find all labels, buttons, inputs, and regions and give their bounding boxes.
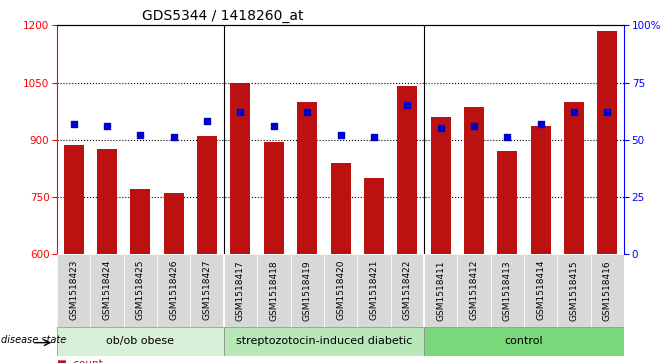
Text: GSM1518422: GSM1518422 — [403, 260, 412, 320]
Bar — [257, 254, 291, 327]
Text: GSM1518413: GSM1518413 — [503, 260, 512, 321]
Bar — [324, 254, 357, 327]
Point — [168, 135, 179, 140]
Text: GSM1518415: GSM1518415 — [570, 260, 578, 321]
Point — [502, 135, 513, 140]
Bar — [123, 254, 157, 327]
Point — [602, 109, 613, 115]
Bar — [564, 102, 584, 254]
Point — [302, 109, 313, 115]
Bar — [524, 254, 558, 327]
Bar — [64, 146, 84, 254]
Bar — [558, 254, 590, 327]
Point — [468, 123, 479, 129]
Bar — [224, 254, 257, 327]
Point — [235, 109, 246, 115]
Text: GSM1518425: GSM1518425 — [136, 260, 145, 321]
Bar — [197, 136, 217, 254]
Text: GSM1518427: GSM1518427 — [203, 260, 211, 321]
Bar — [424, 254, 457, 327]
Text: streptozotocin-induced diabetic: streptozotocin-induced diabetic — [236, 336, 412, 346]
Text: GSM1518419: GSM1518419 — [303, 260, 312, 321]
Text: GSM1518417: GSM1518417 — [236, 260, 245, 321]
Bar — [57, 327, 224, 356]
Bar — [424, 327, 624, 356]
Text: control: control — [505, 336, 544, 346]
Bar — [57, 254, 91, 327]
Bar — [157, 254, 191, 327]
Text: GSM1518420: GSM1518420 — [336, 260, 345, 321]
Point — [68, 121, 79, 127]
Text: GSM1518421: GSM1518421 — [369, 260, 378, 321]
Text: GSM1518418: GSM1518418 — [269, 260, 278, 321]
Text: GSM1518411: GSM1518411 — [436, 260, 445, 321]
Text: GSM1518414: GSM1518414 — [536, 260, 545, 321]
Bar — [97, 149, 117, 254]
Bar — [397, 86, 417, 254]
Point — [268, 123, 279, 129]
Bar — [164, 193, 184, 254]
Point — [568, 109, 579, 115]
Text: GSM1518412: GSM1518412 — [470, 260, 478, 321]
Bar — [431, 117, 451, 254]
Bar — [464, 107, 484, 254]
Text: GSM1518423: GSM1518423 — [69, 260, 79, 321]
Point — [336, 132, 346, 138]
Bar — [297, 102, 317, 254]
Point — [135, 132, 146, 138]
Text: disease state: disease state — [1, 335, 66, 345]
Bar — [357, 254, 391, 327]
Bar — [391, 254, 424, 327]
Bar — [531, 126, 551, 254]
Bar — [491, 254, 524, 327]
Text: ob/ob obese: ob/ob obese — [107, 336, 174, 346]
Point — [102, 123, 113, 129]
Text: GSM1518416: GSM1518416 — [603, 260, 612, 321]
Bar — [91, 254, 123, 327]
Bar — [224, 327, 424, 356]
Bar — [364, 178, 384, 254]
Point — [535, 121, 546, 127]
Text: GDS5344 / 1418260_at: GDS5344 / 1418260_at — [142, 9, 303, 23]
Bar — [457, 254, 491, 327]
Point — [435, 125, 446, 131]
Bar — [264, 142, 284, 254]
Bar — [590, 254, 624, 327]
Bar — [331, 163, 350, 254]
Bar — [497, 151, 517, 254]
Bar — [291, 254, 324, 327]
Text: GSM1518426: GSM1518426 — [169, 260, 178, 321]
Text: ■  count: ■ count — [57, 359, 103, 363]
Point — [202, 119, 213, 125]
Bar — [191, 254, 224, 327]
Point — [402, 102, 413, 108]
Point — [368, 135, 379, 140]
Bar — [230, 82, 250, 254]
Text: GSM1518424: GSM1518424 — [103, 260, 111, 320]
Bar — [597, 31, 617, 254]
Bar — [130, 189, 150, 254]
